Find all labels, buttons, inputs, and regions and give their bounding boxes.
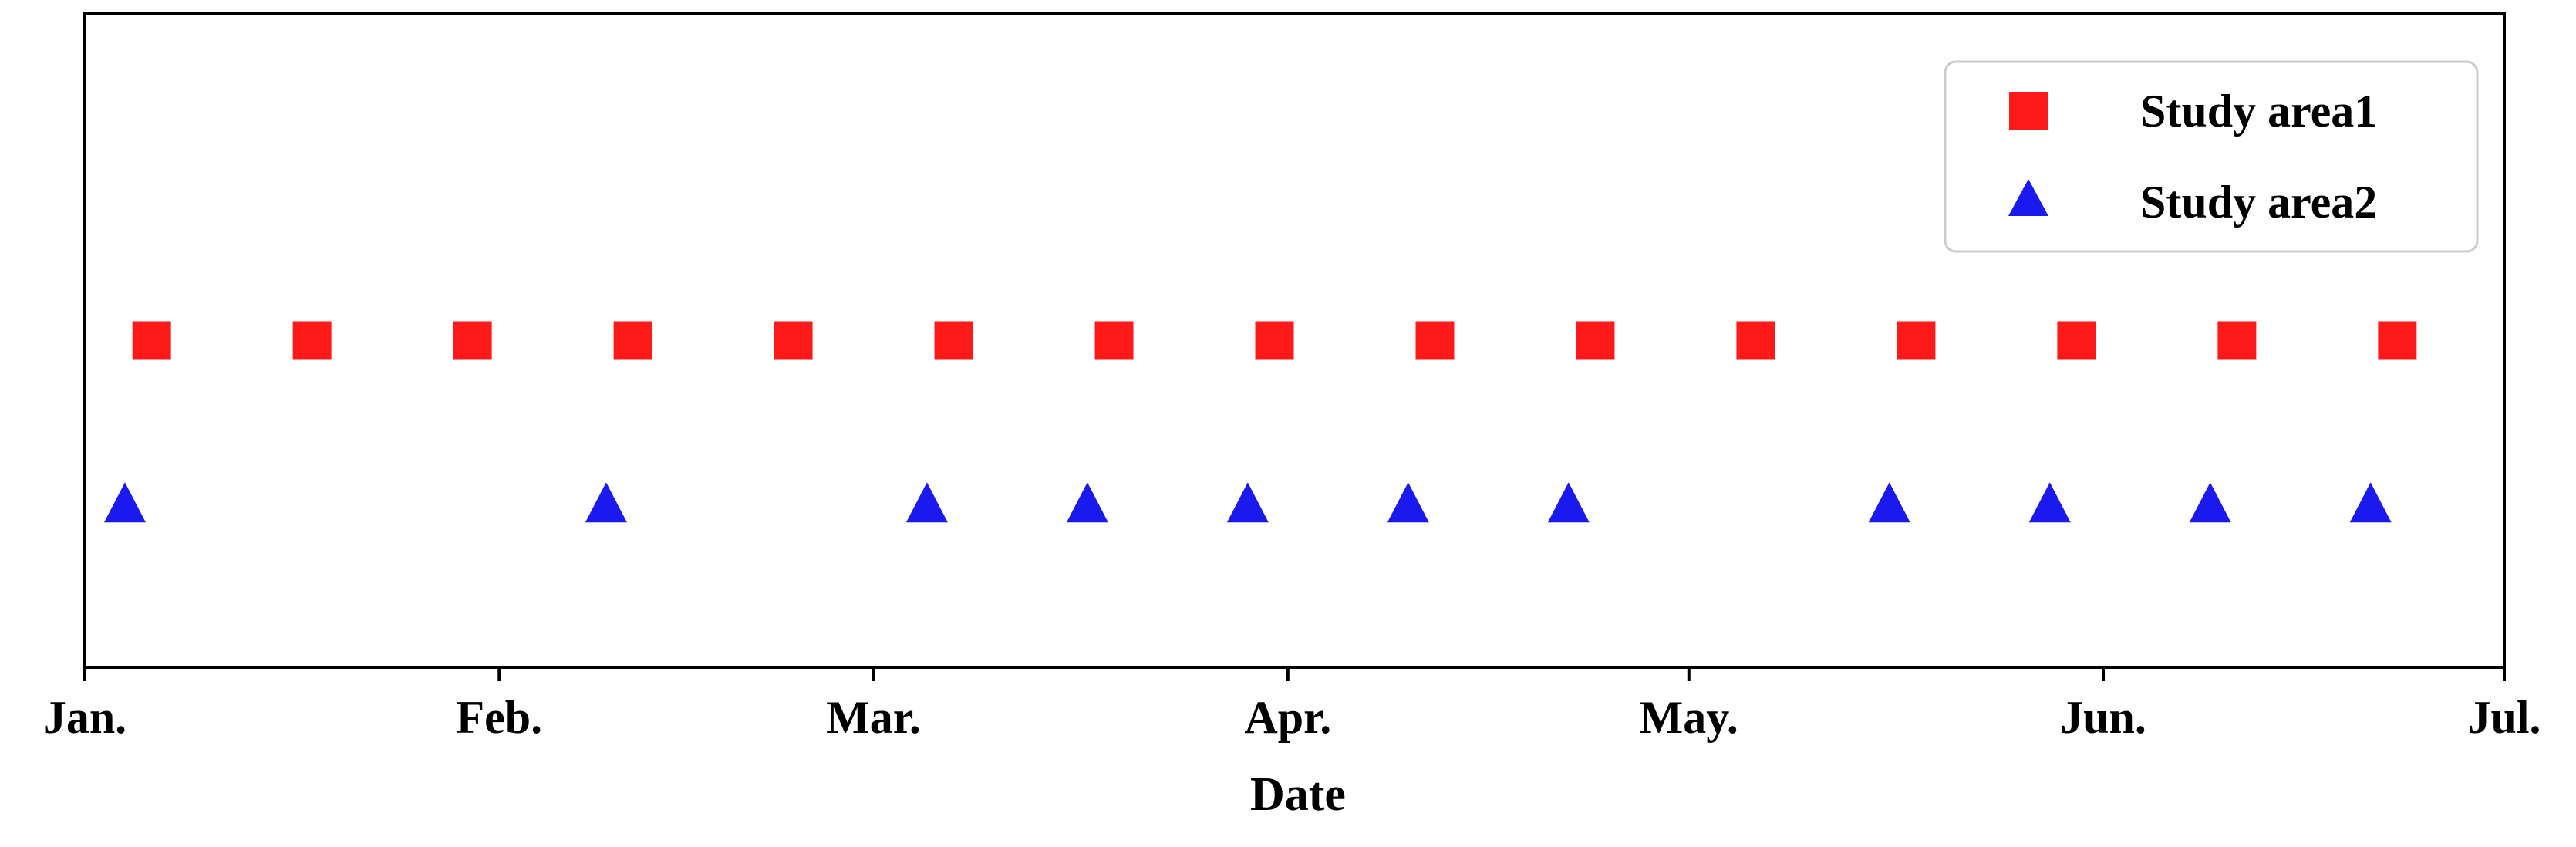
point-study-area1 <box>292 321 332 360</box>
point-study-area1 <box>1415 321 1455 360</box>
x-tick-label: Jan. <box>43 692 126 743</box>
point-study-area1 <box>132 321 171 360</box>
point-study-area1 <box>1576 321 1615 360</box>
point-study-area2 <box>2349 482 2392 523</box>
plot-area-border <box>83 12 2506 669</box>
point-study-area1 <box>453 321 492 360</box>
point-study-area1 <box>2217 321 2257 360</box>
point-study-area1 <box>613 321 652 360</box>
point-study-area1 <box>1897 321 1936 360</box>
legend-marker-study-area2 <box>2008 179 2048 216</box>
x-axis-ticks: Jan. Feb. Mar. Apr. May. Jun. Jul. <box>43 667 2541 743</box>
point-study-area2 <box>585 482 627 523</box>
x-tick-label: May. <box>1640 692 1738 743</box>
x-tick-label: Mar. <box>826 692 921 743</box>
x-tick-label: Apr. <box>1244 692 1331 743</box>
legend-box <box>1944 60 2479 253</box>
point-study-area1 <box>2378 321 2417 360</box>
point-study-area1 <box>1255 321 1294 360</box>
point-study-area1 <box>2057 321 2096 360</box>
data-marks <box>103 321 2417 523</box>
x-tick-label: Jun. <box>2060 692 2146 743</box>
point-study-area1 <box>1094 321 1134 360</box>
point-study-area1 <box>934 321 973 360</box>
point-study-area2 <box>905 482 948 523</box>
point-study-area2 <box>1868 482 1910 523</box>
point-study-area1 <box>774 321 813 360</box>
x-tick-label: Jul. <box>2467 692 2541 743</box>
legend-label-study-area1: Study area1 <box>2140 86 2377 137</box>
point-study-area2 <box>1226 482 1269 523</box>
x-axis-label: Date <box>1250 768 1346 821</box>
point-study-area2 <box>1387 482 1429 523</box>
point-study-area2 <box>2028 482 2071 523</box>
legend-label-study-area2: Study area2 <box>2140 177 2377 228</box>
point-study-area1 <box>1736 321 1775 360</box>
point-study-area2 <box>1547 482 1590 523</box>
x-tick-label: Feb. <box>456 692 542 743</box>
point-study-area2 <box>103 482 146 523</box>
point-study-area2 <box>2189 482 2231 523</box>
point-study-area2 <box>1066 482 1108 523</box>
legend: Study area1 Study area2 <box>1944 60 2479 253</box>
legend-marker-study-area1 <box>2009 92 2048 130</box>
